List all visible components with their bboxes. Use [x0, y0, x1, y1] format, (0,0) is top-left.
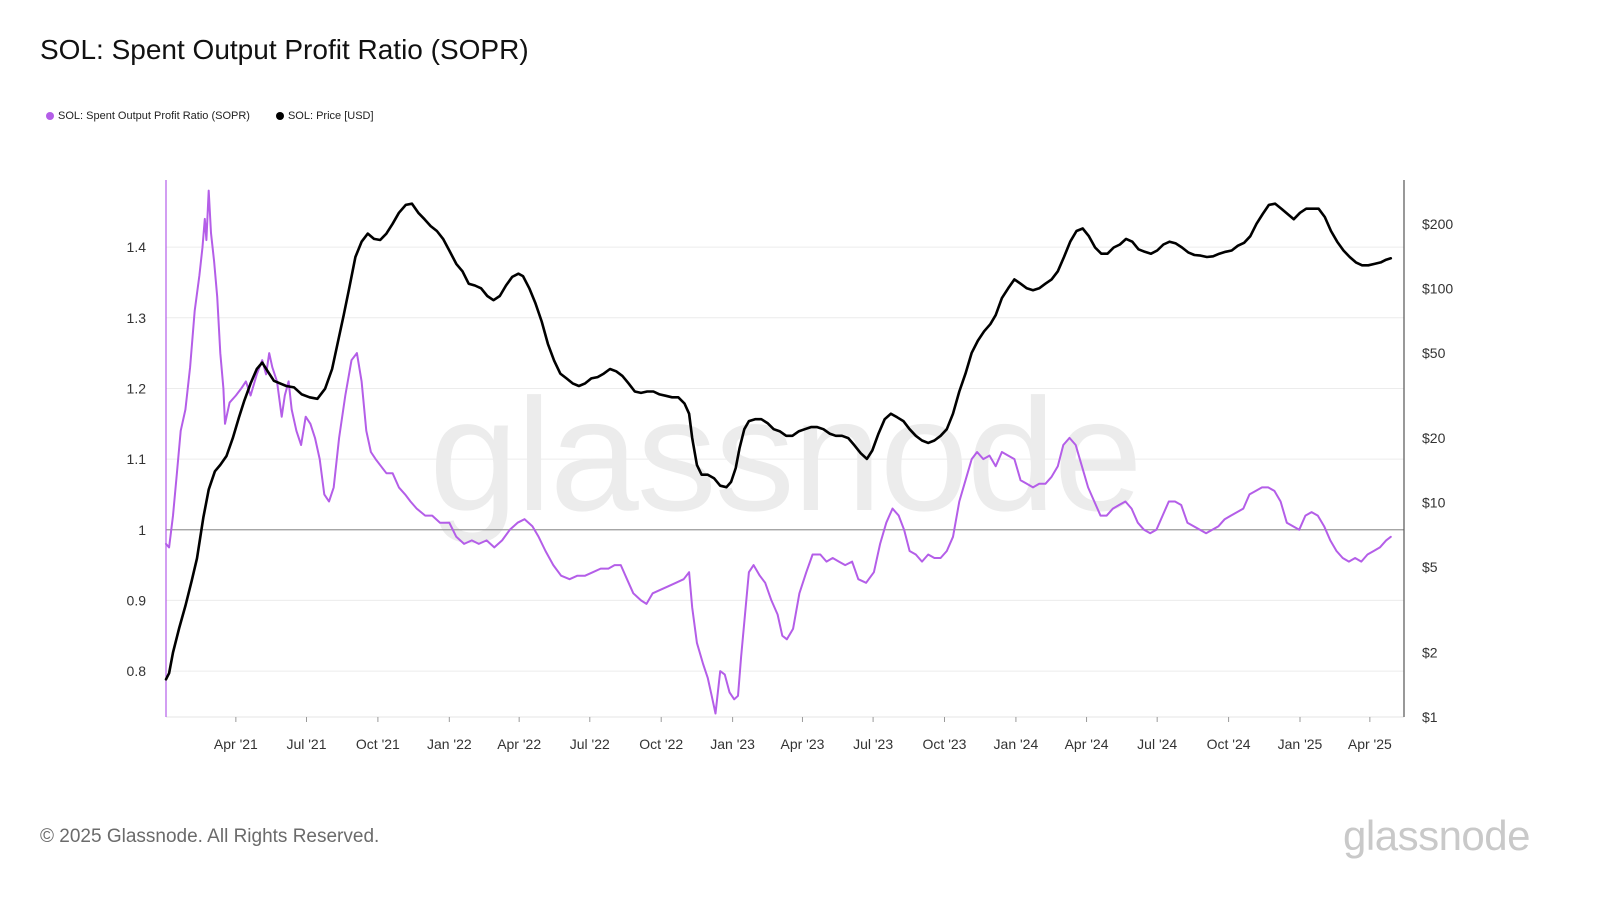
- x-tick-label: Jul '23: [853, 736, 893, 752]
- x-tick-label: Apr '21: [214, 736, 258, 752]
- legend-marker-sopr: [46, 112, 54, 120]
- x-tick-label: Jan '23: [710, 736, 755, 752]
- y-left-tick-label: 1.1: [127, 451, 147, 467]
- series-line-sopr: [165, 189, 1392, 715]
- y-right-tick-label: $200: [1422, 216, 1453, 232]
- legend-item-price[interactable]: SOL: Price [USD]: [275, 110, 374, 122]
- x-tick-label: Jan '22: [427, 736, 472, 752]
- y-right-tick-label: $2: [1422, 644, 1438, 660]
- x-tick-label: Jul '24: [1137, 736, 1177, 752]
- legend-label-price: SOL: Price [USD]: [287, 110, 374, 122]
- y-left-tick-label: 0.9: [127, 592, 147, 608]
- legend-marker-price: [275, 112, 284, 120]
- y-right-tick-label: $1: [1422, 709, 1438, 725]
- y-right-tick-label: $5: [1422, 559, 1438, 575]
- chart-watermark: glassnode: [429, 365, 1140, 544]
- x-tick-label: Jan '24: [994, 736, 1039, 752]
- axes: [165, 180, 1405, 722]
- y-right-tick-label: $50: [1422, 345, 1446, 361]
- x-tick-label: Apr '23: [781, 736, 825, 752]
- tick-labels: 0.8 0.9 1 1.1 1.2 1.3 1.4 $1 $2 $5 $10 $20 $50 $100 $2…: [127, 216, 1454, 752]
- page-title: SOL: Spent Output Profit Ratio (SOPR): [40, 34, 529, 65]
- legend-label-sopr: SOL: Spent Output Profit Ratio (SOPR): [58, 110, 250, 122]
- y-left-tick-label: 1.4: [127, 239, 147, 255]
- y-left-tick-label: 1.3: [127, 310, 147, 326]
- x-tick-label: Jan '25: [1278, 736, 1323, 752]
- x-tick-label: Jul '21: [286, 736, 326, 752]
- x-tick-label: Apr '22: [497, 736, 541, 752]
- series-line-price: [164, 202, 1393, 681]
- x-tick-label: Jul '22: [570, 736, 610, 752]
- x-tick-label: Apr '25: [1348, 736, 1392, 752]
- series-layer: [164, 189, 1393, 715]
- y-left-tick-label: 0.8: [127, 663, 147, 679]
- glassnode-logo: glassnode: [1343, 812, 1530, 859]
- y-right-tick-label: $10: [1422, 495, 1446, 511]
- y-right-tick-label: $20: [1422, 430, 1446, 446]
- copyright-footer: © 2025 Glassnode. All Rights Reserved.: [40, 826, 380, 847]
- legend-item-sopr[interactable]: SOL: Spent Output Profit Ratio (SOPR): [46, 110, 250, 122]
- x-tick-label: Oct '21: [356, 736, 400, 752]
- x-tick-label: Oct '23: [923, 736, 967, 752]
- y-left-tick-label: 1.2: [127, 380, 147, 396]
- gridlines: [166, 246, 1404, 672]
- x-tick-label: Oct '24: [1207, 736, 1251, 752]
- x-tick-label: Apr '24: [1065, 736, 1109, 752]
- y-left-tick-label: 1: [138, 522, 146, 538]
- chart-legend: SOL: Spent Output Profit Ratio (SOPR) SO…: [46, 110, 374, 122]
- y-right-tick-label: $100: [1422, 280, 1453, 296]
- x-tick-label: Oct '22: [639, 736, 683, 752]
